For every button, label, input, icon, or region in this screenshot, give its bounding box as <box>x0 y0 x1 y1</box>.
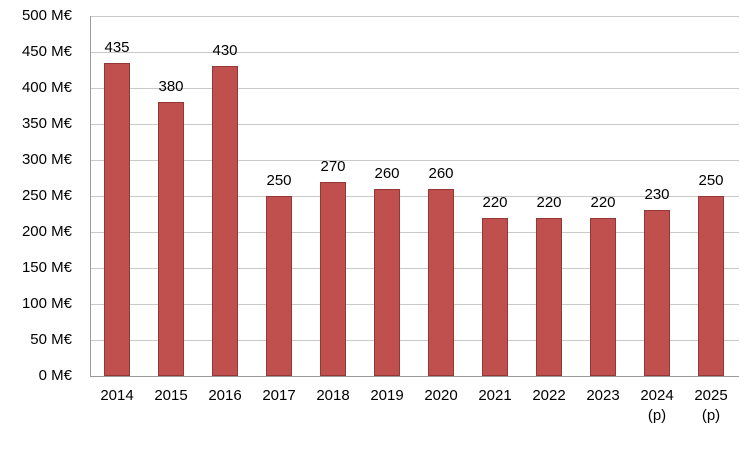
gridline <box>91 88 739 89</box>
x-axis-label: 2022 <box>532 387 566 404</box>
x-axis-label: 2017 <box>262 387 296 404</box>
x-axis-label: 2014 <box>100 387 134 404</box>
bar-value-label: 230 <box>644 186 670 204</box>
bar-value-label: 220 <box>536 193 562 211</box>
bar-value-label: 435 <box>104 38 130 56</box>
x-axis-label: 2020 <box>424 387 458 404</box>
bar <box>536 217 562 376</box>
y-axis-tick-label: 300 M€ <box>21 151 72 168</box>
x-axis-label: 2025 (p) <box>694 387 728 424</box>
bar <box>320 181 346 376</box>
y-axis-tick-label: 100 M€ <box>21 295 72 312</box>
bar <box>644 210 670 376</box>
y-axis-tick-label: 150 M€ <box>21 259 72 276</box>
gridline <box>91 268 739 269</box>
bar <box>158 102 184 376</box>
x-axis-label: 2016 <box>208 387 242 404</box>
y-axis-tick-label: 350 M€ <box>21 115 72 132</box>
x-axis-label: 2018 <box>316 387 350 404</box>
y-axis-tick-label: 0 M€ <box>38 367 72 384</box>
x-axis-label: 2019 <box>370 387 404 404</box>
bar-value-label: 270 <box>320 157 346 175</box>
gridline <box>91 124 739 125</box>
x-axis-label: 2021 <box>478 387 512 404</box>
bar-value-label: 260 <box>428 164 454 182</box>
x-axis-label: 2023 <box>586 387 620 404</box>
gridline <box>91 52 739 53</box>
y-axis-tick-label: 200 M€ <box>21 223 72 240</box>
x-axis-label: 2024 (p) <box>640 387 674 424</box>
bar-value-label: 250 <box>266 172 292 189</box>
gridline <box>91 340 739 341</box>
bar-value-label: 260 <box>374 164 400 182</box>
plot-area <box>90 16 739 377</box>
gridline <box>91 160 739 161</box>
gridline <box>91 16 739 17</box>
bar <box>212 66 238 376</box>
x-axis-label: 2015 <box>154 387 188 404</box>
bar <box>428 188 454 376</box>
bar-value-label: 430 <box>212 42 238 60</box>
y-axis-tick-label: 50 M€ <box>30 331 72 348</box>
bar <box>266 196 292 376</box>
bar <box>374 188 400 376</box>
bar-value-label: 220 <box>590 193 616 211</box>
bar-value-label: 380 <box>158 78 184 96</box>
gridline <box>91 304 739 305</box>
y-axis-tick-label: 500 M€ <box>21 7 72 24</box>
bar <box>482 217 508 376</box>
y-axis-tick-label: 450 M€ <box>21 43 72 60</box>
bar <box>590 217 616 376</box>
y-axis-tick-label: 250 M€ <box>21 187 72 204</box>
gridline <box>91 196 739 197</box>
bar-value-label: 220 <box>482 193 508 211</box>
bar <box>104 62 130 376</box>
gridline <box>91 232 739 233</box>
bar <box>698 196 724 376</box>
bar-value-label: 250 <box>698 172 724 189</box>
y-axis-tick-label: 400 M€ <box>21 79 72 96</box>
